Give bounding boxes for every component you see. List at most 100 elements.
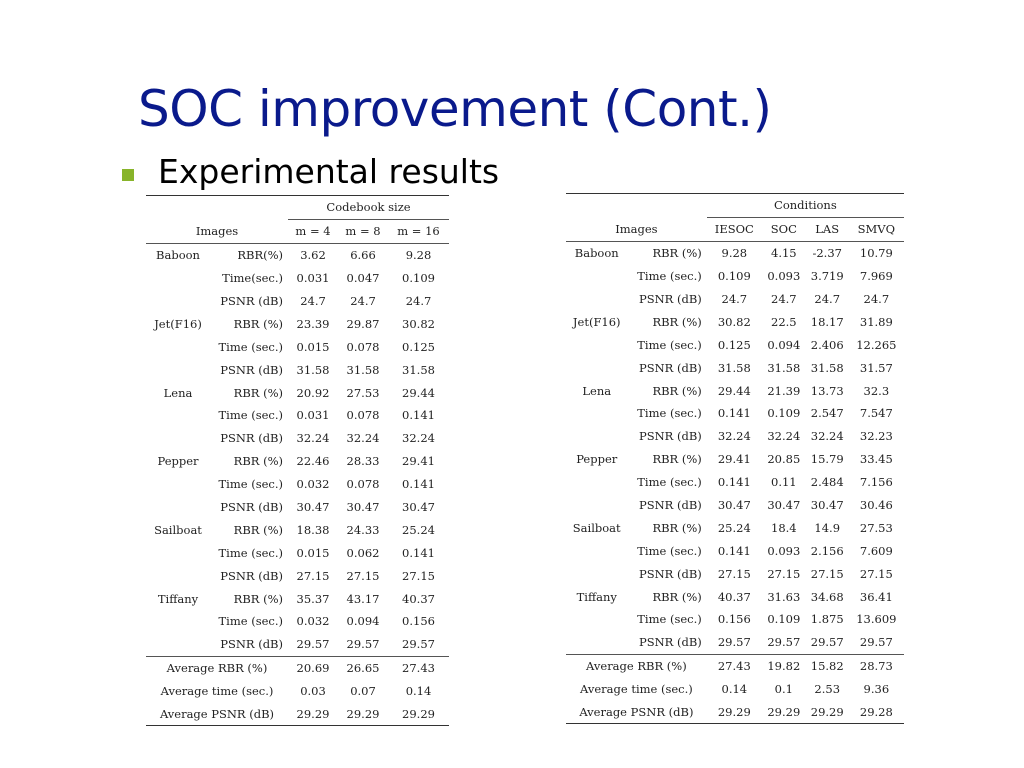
value-cell: 36.41 (859, 589, 893, 604)
value-cell: 0.109 (717, 269, 751, 284)
slide-title: SOC improvement (Cont.) (138, 80, 772, 138)
table-row: Time (sec.) 0.141 0.109 2.547 7.547 (566, 402, 904, 425)
metric-cell: RBR (%) (233, 316, 283, 331)
value-cell: 0.141 (402, 408, 435, 423)
value-cell: 29.57 (338, 632, 388, 657)
average-label: Average time (sec.) (580, 682, 693, 697)
value-cell: 0.078 (346, 477, 380, 492)
bullet-item: Experimental results (122, 152, 499, 191)
average-value: 27.43 (717, 659, 751, 674)
value-cell: 0.047 (346, 271, 380, 286)
value-cell: 0.093 (767, 269, 801, 284)
average-value: 29.29 (338, 702, 388, 727)
metric-cell: PSNR (dB) (638, 292, 702, 306)
image-name-cell (566, 539, 627, 562)
value-cell: 0.156 (402, 614, 435, 629)
image-name-cell (146, 610, 210, 633)
table-row: PSNR (dB) 27.15 27.15 27.15 (146, 564, 449, 587)
group-header: Conditions (706, 193, 904, 218)
image-name-cell (566, 356, 627, 379)
image-name-cell: Lena (163, 385, 193, 400)
metric-cell: RBR (%) (652, 246, 702, 261)
value-cell: 28.33 (346, 454, 380, 469)
value-cell: 29.57 (288, 632, 338, 657)
average-value: 0.1 (774, 682, 793, 697)
image-name-cell: Sailboat (154, 522, 202, 537)
image-name-cell: Lena (582, 383, 612, 398)
value-cell: 22.46 (296, 454, 330, 469)
image-name-cell (566, 265, 627, 288)
value-cell: 25.24 (717, 520, 751, 535)
table-row: PSNR (dB) 31.58 31.58 31.58 31.57 (566, 356, 904, 379)
value-cell: 0.032 (296, 477, 330, 492)
value-cell: 24.7 (300, 294, 326, 308)
average-row: Average time (sec.) 0.03 0.07 0.14 (146, 680, 449, 703)
value-cell: 0.141 (717, 406, 751, 421)
image-name-cell: Pepper (576, 452, 618, 467)
value-cell: 31.58 (767, 360, 801, 375)
image-name-cell (146, 564, 210, 587)
image-name-cell: Jet(F16) (572, 314, 621, 329)
metric-cell: Time (sec.) (637, 475, 702, 490)
image-name-cell (566, 333, 627, 356)
value-cell: 13.73 (810, 383, 844, 398)
value-cell: 0.109 (767, 406, 801, 421)
table-row: PSNR (dB) 27.15 27.15 27.15 27.15 (566, 562, 904, 585)
table-row: Time (sec.) 0.141 0.093 2.156 7.609 (566, 539, 904, 562)
value-cell: 29.57 (388, 632, 449, 657)
value-cell: 32.24 (767, 429, 801, 444)
value-cell: 0.062 (346, 545, 380, 560)
image-name-cell (146, 496, 210, 519)
average-value: 19.82 (767, 659, 801, 674)
value-cell: 0.078 (346, 339, 380, 354)
value-cell: 2.484 (810, 475, 844, 490)
average-value: 0.14 (405, 684, 432, 699)
metric-cell: Time (sec.) (218, 477, 284, 492)
table-row: PSNR (dB) 32.24 32.24 32.24 (146, 427, 449, 450)
metric-cell: RBR(%) (237, 248, 283, 263)
column-header: IESOC (706, 217, 762, 242)
value-cell: 7.547 (859, 406, 893, 421)
value-cell: 24.7 (350, 294, 376, 308)
metric-cell: RBR (%) (233, 385, 283, 400)
value-cell: 0.141 (717, 475, 751, 490)
value-cell: 18.4 (771, 520, 797, 535)
average-value: 29.29 (706, 700, 762, 725)
table-row: Time (sec.) 0.109 0.093 3.719 7.969 (566, 265, 904, 288)
average-row: Average PSNR (dB) 29.29 29.29 29.29 (146, 702, 449, 727)
image-name-cell: Pepper (157, 454, 199, 469)
value-cell: 31.58 (346, 362, 380, 377)
metric-cell: Time (sec.) (637, 406, 702, 421)
table-row: PSNR (dB) 32.24 32.24 32.24 32.23 (566, 425, 904, 448)
average-row: Average PSNR (dB) 29.29 29.29 29.29 29.28 (566, 700, 904, 725)
value-cell: 27.53 (859, 520, 893, 535)
value-cell: 30.47 (402, 500, 435, 515)
value-cell: 0.093 (767, 543, 801, 558)
table-row: PSNR (dB) 29.57 29.57 29.57 (146, 632, 449, 657)
value-cell: 31.58 (717, 360, 751, 375)
value-cell: 27.15 (346, 568, 380, 583)
image-name-cell (566, 288, 627, 311)
table-row: Time (sec.) 0.141 0.11 2.484 7.156 (566, 471, 904, 494)
value-cell: 4.15 (771, 246, 797, 261)
table-row: PSNR (dB) 24.7 24.7 24.7 24.7 (566, 288, 904, 311)
table-row: Tiffany RBR (%) 35.37 43.17 40.37 (146, 587, 449, 610)
value-cell: 2.547 (810, 406, 844, 421)
metric-cell: Time (sec.) (637, 337, 702, 352)
metric-cell: PSNR (dB) (638, 566, 702, 581)
value-cell: 24.7 (771, 292, 797, 306)
value-cell: 3.62 (300, 248, 326, 263)
metric-cell: RBR (%) (652, 383, 702, 398)
average-label: Average RBR (%) (586, 659, 687, 674)
average-value: 29.29 (288, 702, 338, 727)
metric-cell: RBR (%) (233, 522, 283, 537)
table-row: PSNR (dB) 30.47 30.47 30.47 (146, 496, 449, 519)
image-name-cell (566, 402, 627, 425)
table-row: Jet(F16) RBR (%) 30.82 22.5 18.17 31.89 (566, 310, 904, 333)
metric-cell: RBR (%) (652, 589, 702, 604)
column-header-row: Images IESOC SOC LAS SMVQ (566, 217, 904, 242)
value-cell: 0.031 (296, 408, 330, 423)
column-header: LAS (805, 217, 849, 242)
